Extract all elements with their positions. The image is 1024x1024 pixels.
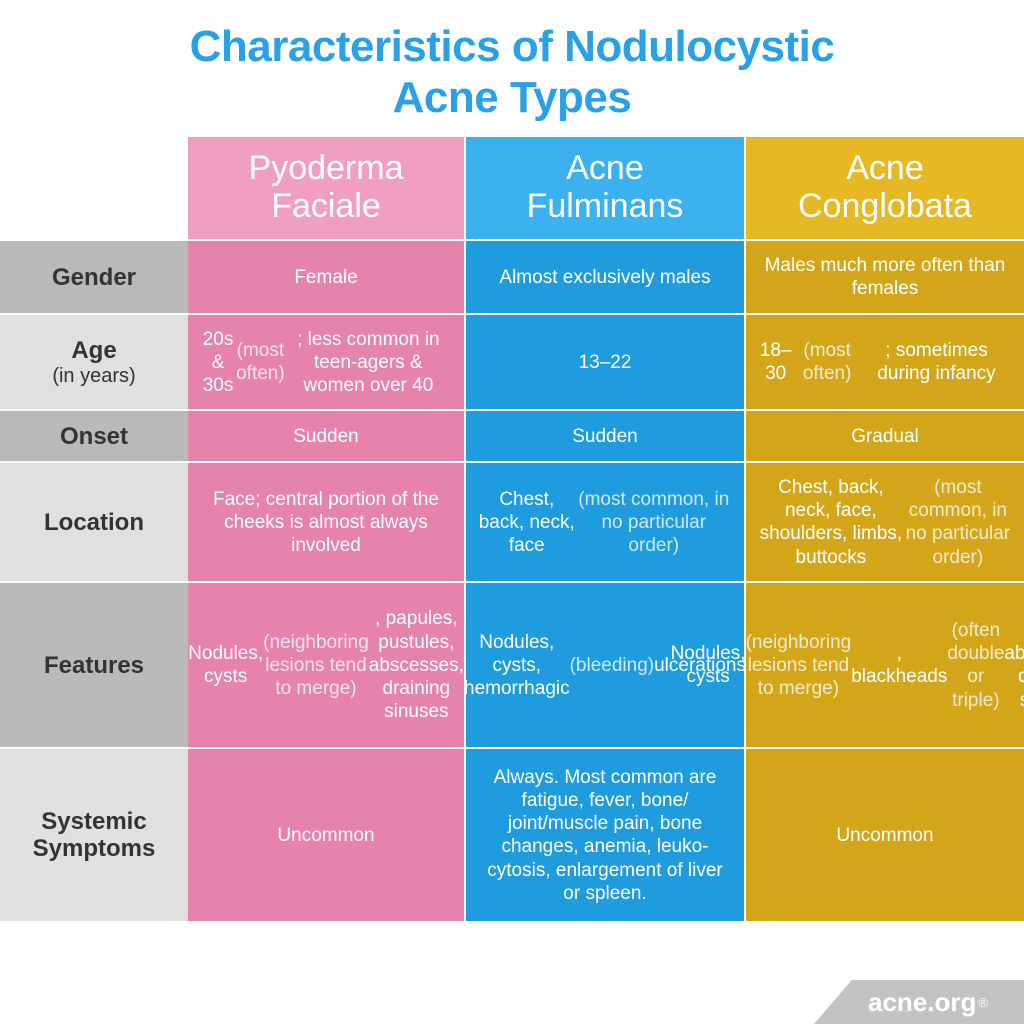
table-cell: Always. Most common are fatigue, fever, … (466, 749, 746, 921)
title-line-1: Characteristics of Nodulocystic (190, 22, 835, 71)
row-label: Age(in years) (0, 315, 188, 409)
table-cell: Gradual (746, 411, 1024, 461)
table-cell: Sudden (466, 411, 746, 461)
row-label: Features (0, 583, 188, 747)
table-cell: Uncommon (188, 749, 466, 921)
row-label: Onset (0, 411, 188, 461)
table-cell: 13–22 (466, 315, 746, 409)
column-header: AcneFulminans (466, 137, 746, 239)
page-title: Characteristics of Nodulocystic Acne Typ… (0, 0, 1024, 137)
table-cell: Chest, back, neck, face (most common, in… (466, 463, 746, 581)
column-header: PyodermaFaciale (188, 137, 466, 239)
table-cell: Almost exclusively males (466, 241, 746, 313)
table-cell: 18–30 (most often); sometimes during inf… (746, 315, 1024, 409)
table-cell: Nodules, cysts (neighboring lesions tend… (746, 583, 1024, 747)
table-cell: Sudden (188, 411, 466, 461)
table-cell: Chest, back, neck, face, shoulders, limb… (746, 463, 1024, 581)
registered-mark: ® (978, 995, 988, 1010)
title-line-2: Acne Types (393, 73, 632, 122)
row-label: Gender (0, 241, 188, 313)
table-cell: Uncommon (746, 749, 1024, 921)
table-cell: Males much more often than females (746, 241, 1024, 313)
footer-text: acne.org (868, 987, 976, 1018)
row-label: Location (0, 463, 188, 581)
header-corner (0, 137, 188, 239)
table-cell: Face; central portion of the cheeks is a… (188, 463, 466, 581)
table-cell: Nodules, cysts (neighboring lesions tend… (188, 583, 466, 747)
footer-attribution: acne.org® (814, 980, 1024, 1024)
comparison-table: PyodermaFacialeAcneFulminansAcneCongloba… (0, 137, 1024, 921)
row-label: SystemicSymptoms (0, 749, 188, 921)
table-cell: Female (188, 241, 466, 313)
table-cell: 20s & 30s (most often); less common in t… (188, 315, 466, 409)
column-header: AcneConglobata (746, 137, 1024, 239)
